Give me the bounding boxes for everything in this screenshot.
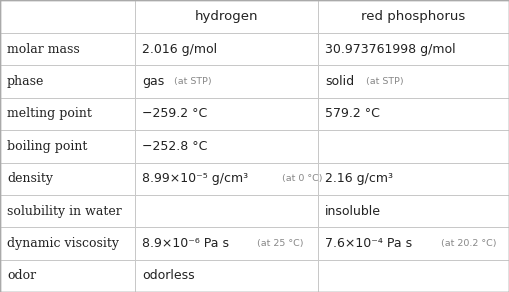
Bar — [318, 33, 509, 65]
Text: hydrogen: hydrogen — [195, 10, 258, 23]
Bar — [135, 195, 318, 227]
Text: solid: solid — [325, 75, 354, 88]
Text: odor: odor — [7, 269, 36, 282]
Text: dynamic viscosity: dynamic viscosity — [7, 237, 119, 250]
Bar — [0, 0, 135, 33]
Text: (at 25 °C): (at 25 °C) — [257, 239, 304, 248]
Bar — [0, 98, 135, 130]
Text: solubility in water: solubility in water — [7, 205, 122, 218]
Text: molar mass: molar mass — [7, 43, 80, 56]
Text: 579.2 °C: 579.2 °C — [325, 107, 380, 120]
Bar — [135, 227, 318, 260]
Bar — [0, 163, 135, 195]
Bar — [318, 260, 509, 292]
Text: boiling point: boiling point — [7, 140, 88, 153]
Bar — [0, 33, 135, 65]
Text: (at 0 °C): (at 0 °C) — [282, 174, 322, 183]
Text: 8.99×10⁻⁵ g/cm³: 8.99×10⁻⁵ g/cm³ — [142, 172, 248, 185]
Bar — [0, 195, 135, 227]
Text: (at STP): (at STP) — [365, 77, 403, 86]
Text: density: density — [7, 172, 53, 185]
Text: −259.2 °C: −259.2 °C — [142, 107, 207, 120]
Text: (at 20.2 °C): (at 20.2 °C) — [441, 239, 496, 248]
Text: odorless: odorless — [142, 269, 194, 282]
Text: 7.6×10⁻⁴ Pa s: 7.6×10⁻⁴ Pa s — [325, 237, 412, 250]
Bar — [318, 0, 509, 33]
Bar — [135, 98, 318, 130]
Text: 2.16 g/cm³: 2.16 g/cm³ — [325, 172, 393, 185]
Bar — [318, 130, 509, 163]
Bar — [0, 65, 135, 98]
Bar — [0, 260, 135, 292]
Text: melting point: melting point — [7, 107, 92, 120]
Bar — [135, 260, 318, 292]
Text: 30.973761998 g/mol: 30.973761998 g/mol — [325, 43, 456, 56]
Text: gas: gas — [142, 75, 164, 88]
Bar — [135, 33, 318, 65]
Bar — [318, 163, 509, 195]
Bar — [318, 98, 509, 130]
Bar — [135, 130, 318, 163]
Text: (at STP): (at STP) — [174, 77, 211, 86]
Bar — [318, 195, 509, 227]
Bar — [0, 227, 135, 260]
Bar — [0, 130, 135, 163]
Bar — [135, 65, 318, 98]
Bar — [318, 227, 509, 260]
Text: 2.016 g/mol: 2.016 g/mol — [142, 43, 217, 56]
Bar — [318, 65, 509, 98]
Text: 8.9×10⁻⁶ Pa s: 8.9×10⁻⁶ Pa s — [142, 237, 229, 250]
Text: insoluble: insoluble — [325, 205, 381, 218]
Bar — [135, 163, 318, 195]
Text: red phosphorus: red phosphorus — [361, 10, 466, 23]
Text: −252.8 °C: −252.8 °C — [142, 140, 207, 153]
Text: phase: phase — [7, 75, 44, 88]
Bar — [135, 0, 318, 33]
